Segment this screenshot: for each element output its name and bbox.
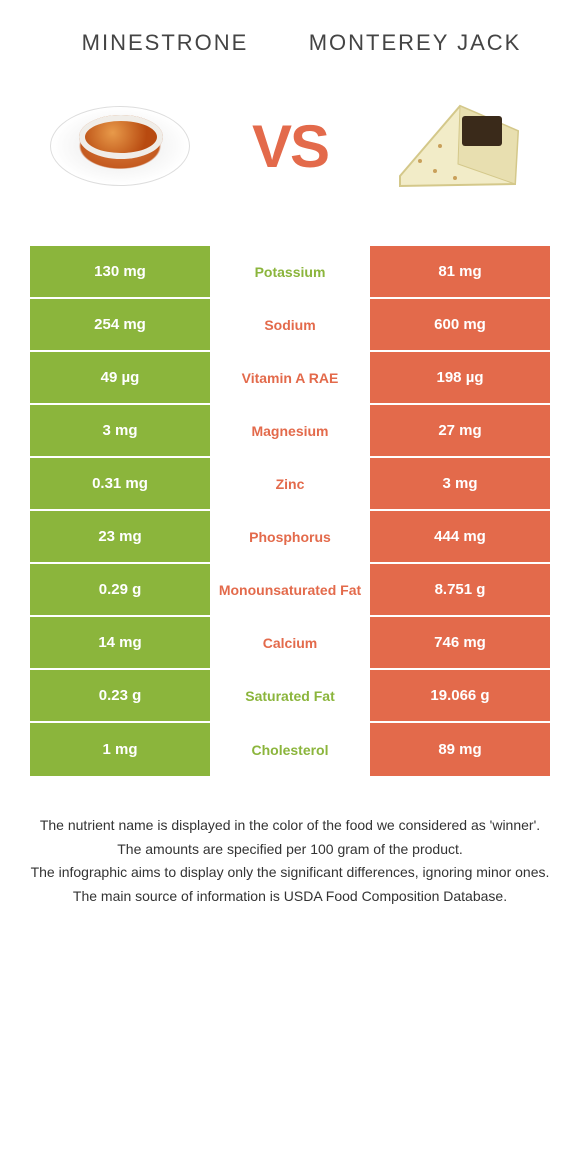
hero-row: VS: [0, 66, 580, 246]
left-value: 0.29 g: [30, 564, 210, 615]
table-row: 0.29 gMonounsaturated Fat8.751 g: [30, 564, 550, 617]
comparison-table: 130 mgPotassium81 mg254 mgSodium600 mg49…: [30, 246, 550, 776]
left-value: 0.23 g: [30, 670, 210, 721]
right-value: 27 mg: [370, 405, 550, 456]
footnote-line: The main source of information is USDA F…: [30, 887, 550, 907]
nutrient-label: Magnesium: [210, 405, 370, 456]
vs-label: VS: [252, 112, 328, 181]
right-food-image: [380, 76, 540, 216]
nutrient-label: Monounsaturated Fat: [210, 564, 370, 615]
left-value: 23 mg: [30, 511, 210, 562]
right-value: 746 mg: [370, 617, 550, 668]
left-value: 254 mg: [30, 299, 210, 350]
left-value: 14 mg: [30, 617, 210, 668]
cheese-wedge-icon: [390, 86, 530, 206]
table-row: 3 mgMagnesium27 mg: [30, 405, 550, 458]
table-row: 0.31 mgZinc3 mg: [30, 458, 550, 511]
left-value: 49 µg: [30, 352, 210, 403]
right-value: 600 mg: [370, 299, 550, 350]
right-food-title: Monterey Jack: [290, 30, 540, 56]
table-row: 49 µgVitamin A RAE198 µg: [30, 352, 550, 405]
nutrient-label: Zinc: [210, 458, 370, 509]
footnote-line: The infographic aims to display only the…: [30, 863, 550, 883]
left-value: 0.31 mg: [30, 458, 210, 509]
table-row: 130 mgPotassium81 mg: [30, 246, 550, 299]
header: Minestrone Monterey Jack: [0, 0, 580, 66]
right-value: 444 mg: [370, 511, 550, 562]
table-row: 14 mgCalcium746 mg: [30, 617, 550, 670]
right-value: 19.066 g: [370, 670, 550, 721]
soup-bowl-icon: [50, 106, 190, 186]
left-value: 3 mg: [30, 405, 210, 456]
table-row: 1 mgCholesterol89 mg: [30, 723, 550, 776]
nutrient-label: Calcium: [210, 617, 370, 668]
footnote-line: The amounts are specified per 100 gram o…: [30, 840, 550, 860]
right-value: 8.751 g: [370, 564, 550, 615]
right-value: 81 mg: [370, 246, 550, 297]
footnotes: The nutrient name is displayed in the co…: [30, 816, 550, 906]
table-row: 0.23 gSaturated Fat19.066 g: [30, 670, 550, 723]
nutrient-label: Sodium: [210, 299, 370, 350]
footnote-line: The nutrient name is displayed in the co…: [30, 816, 550, 836]
right-value: 198 µg: [370, 352, 550, 403]
right-value: 89 mg: [370, 723, 550, 776]
left-value: 130 mg: [30, 246, 210, 297]
nutrient-label: Cholesterol: [210, 723, 370, 776]
left-value: 1 mg: [30, 723, 210, 776]
table-row: 23 mgPhosphorus444 mg: [30, 511, 550, 564]
left-food-title: Minestrone: [40, 30, 290, 56]
nutrient-label: Saturated Fat: [210, 670, 370, 721]
table-row: 254 mgSodium600 mg: [30, 299, 550, 352]
nutrient-label: Phosphorus: [210, 511, 370, 562]
right-value: 3 mg: [370, 458, 550, 509]
nutrient-label: Vitamin A RAE: [210, 352, 370, 403]
nutrient-label: Potassium: [210, 246, 370, 297]
left-food-image: [40, 76, 200, 216]
